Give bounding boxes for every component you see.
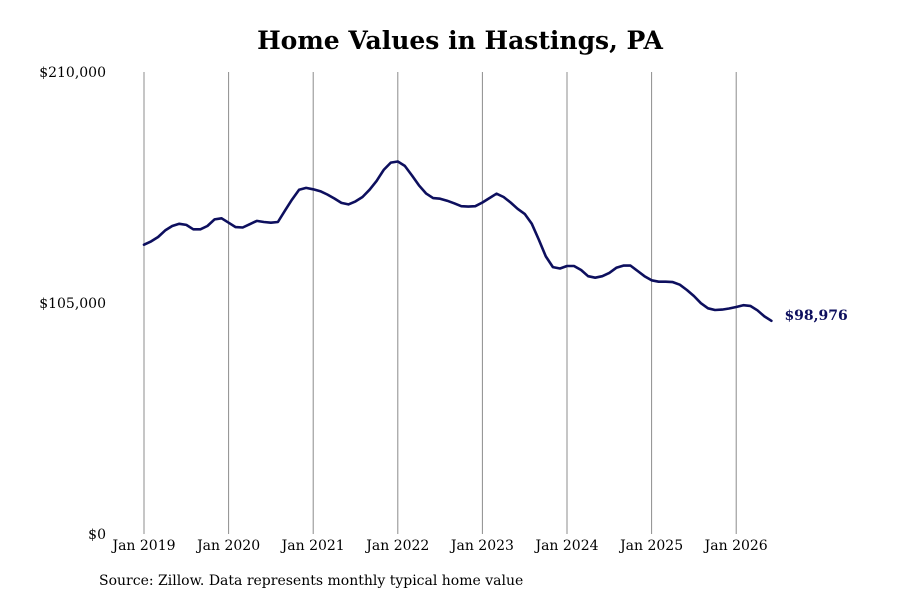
- y-tick-label: $105,000: [39, 296, 106, 312]
- y-tick-label: $0: [88, 527, 106, 543]
- y-tick-label: $210,000: [39, 65, 106, 81]
- x-tick-label: Jan 2024: [533, 538, 598, 554]
- x-tick-label: Jan 2025: [618, 538, 683, 554]
- latest-value-label: $98,976: [784, 308, 847, 324]
- source-note: Source: Zillow. Data represents monthly …: [99, 573, 524, 589]
- x-tick-label: Jan 2026: [703, 538, 768, 554]
- x-axis-tick-labels: Jan 2019 Jan 2020 Jan 2021 Jan 2022 Jan 2023…: [110, 538, 767, 554]
- x-tick-label: Jan 2022: [364, 538, 429, 554]
- x-tick-label: Jan 2020: [195, 538, 260, 554]
- home-value-line: [142, 160, 773, 323]
- x-tick-label: Jan 2019: [110, 538, 175, 554]
- x-tick-label: Jan 2021: [280, 538, 345, 554]
- y-axis-tick-labels: $0 $105,000 $210,000: [39, 65, 106, 543]
- chart-title: Home Values in Hastings, PA: [257, 26, 663, 55]
- vertical-gridlines: [143, 72, 737, 534]
- x-tick-label: Jan 2023: [449, 538, 514, 554]
